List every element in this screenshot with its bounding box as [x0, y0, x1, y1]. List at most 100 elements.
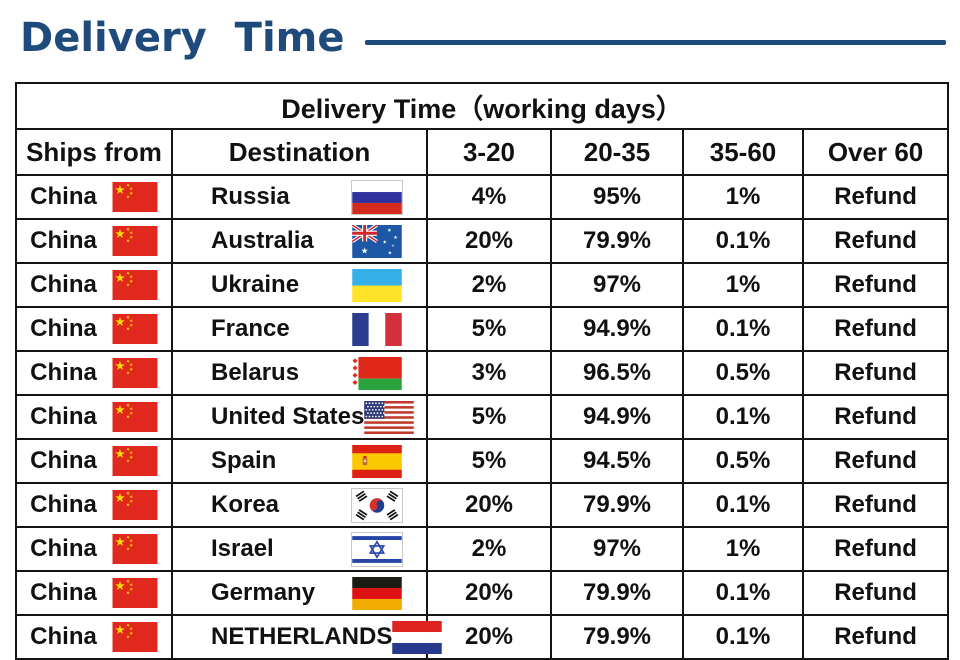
table-row: China United States 5% 94.9% 0.1% Refund: [15, 394, 950, 440]
germany-flag-icon: [352, 576, 402, 610]
table-row: China NETHERLANDS 20% 79.9% 0.1% Refund: [15, 614, 950, 660]
table-row: China France 5% 94.9% 0.1% Refund: [15, 306, 950, 352]
destination-label: Israel: [211, 535, 274, 562]
china-flag-icon: [112, 622, 158, 652]
destination-label: Ukraine: [211, 271, 300, 298]
pct-20-35-value: 79.9%: [550, 218, 684, 264]
pct-20-35-value: 97%: [550, 526, 684, 572]
russia-flag-icon: [351, 179, 403, 215]
china-flag-icon: [112, 314, 158, 344]
destination-label: United States: [211, 403, 365, 430]
china-flag-icon: [112, 534, 158, 564]
pct-20-35-value: 94.5%: [550, 438, 684, 484]
table-row: China Australia 20% 79.9% 0.1% Refund: [15, 218, 950, 264]
united-states-flag-icon: [364, 400, 415, 434]
china-flag-icon: [112, 402, 158, 432]
ships-from-label: China: [30, 359, 97, 386]
china-flag-icon: [112, 446, 158, 476]
table-row: China Russia 4% 95% 1% Refund: [15, 174, 950, 220]
over-60-value: Refund: [801, 482, 950, 528]
pct-35-60-value: 1%: [682, 262, 804, 308]
table-row: China Spain 5% 94.5% 0.5% Refund: [15, 438, 950, 484]
over-60-value: Refund: [801, 262, 950, 308]
china-flag-icon: [112, 358, 158, 388]
pct-35-60-value: 0.1%: [682, 482, 804, 528]
destination-label: Korea: [211, 491, 280, 518]
pct-20-35-value: 79.9%: [550, 570, 684, 616]
china-flag-icon: [112, 226, 158, 256]
pct-20-35-value: 94.9%: [550, 394, 684, 440]
pct-3-20-value: 2%: [426, 262, 552, 308]
ships-from-label: China: [30, 491, 97, 518]
destination-label: Russia: [211, 183, 290, 210]
pct-35-60-value: 0.5%: [682, 438, 804, 484]
pct-35-60-value: 0.1%: [682, 394, 804, 440]
pct-3-20-value: 20%: [426, 218, 552, 264]
pct-35-60-value: 0.1%: [682, 218, 804, 264]
over-60-value: Refund: [801, 174, 950, 220]
over-60-value: Refund: [801, 614, 950, 660]
australia-flag-icon: [352, 224, 402, 258]
belarus-flag-icon: [352, 356, 402, 390]
column-header-destination: Destination: [171, 128, 428, 176]
ships-from-label: China: [30, 227, 97, 254]
table-row: China Israel 2% 97% 1% Refund: [15, 526, 950, 572]
destination-label: Belarus: [211, 359, 300, 386]
page-heading: Delivery Time: [20, 14, 946, 62]
ukraine-flag-icon: [352, 268, 402, 302]
china-flag-icon: [112, 490, 158, 520]
ships-from-label: China: [30, 535, 97, 562]
destination-label: Spain: [211, 447, 277, 474]
table-row: China Korea 20% 79.9% 0.1% Refund: [15, 482, 950, 528]
heading-rule: [364, 39, 946, 45]
pct-3-20-value: 5%: [426, 438, 552, 484]
delivery-time-table: Delivery Time（working days） Ships from D…: [14, 82, 950, 660]
pct-35-60-value: 0.1%: [682, 614, 804, 660]
pct-20-35-value: 97%: [550, 262, 684, 308]
over-60-value: Refund: [801, 394, 950, 440]
pct-35-60-value: 0.1%: [682, 570, 804, 616]
netherlands-flag-icon: [392, 620, 443, 654]
ships-from-label: China: [30, 271, 97, 298]
destination-label: France: [211, 315, 290, 342]
pct-35-60-value: 1%: [682, 174, 804, 220]
spain-flag-icon: [352, 444, 402, 478]
table-title: Delivery Time（working days）: [14, 82, 950, 130]
over-60-value: Refund: [801, 350, 950, 396]
ships-from-label: China: [30, 403, 97, 430]
column-header-20-35: 20-35: [550, 128, 684, 176]
pct-3-20-value: 3%: [426, 350, 552, 396]
pct-3-20-value: 5%: [426, 306, 552, 352]
pct-3-20-value: 20%: [426, 614, 552, 660]
pct-20-35-value: 79.9%: [550, 614, 684, 660]
france-flag-icon: [352, 312, 402, 346]
china-flag-icon: [112, 270, 158, 300]
table-row: China Ukraine 2% 97% 1% Refund: [15, 262, 950, 308]
over-60-value: Refund: [801, 306, 950, 352]
korea-flag-icon: [351, 487, 403, 523]
ships-from-label: China: [30, 623, 97, 650]
pct-20-35-value: 96.5%: [550, 350, 684, 396]
china-flag-icon: [112, 182, 158, 212]
column-header-ships-from: Ships from: [15, 128, 173, 176]
china-flag-icon: [112, 578, 158, 608]
pct-35-60-value: 0.5%: [682, 350, 804, 396]
pct-3-20-value: 2%: [426, 526, 552, 572]
destination-label: NETHERLANDS: [211, 623, 393, 650]
table-header-row: Ships from Destination 3-20 20-35 35-60 …: [15, 128, 950, 176]
over-60-value: Refund: [801, 526, 950, 572]
over-60-value: Refund: [801, 218, 950, 264]
pct-20-35-value: 95%: [550, 174, 684, 220]
table-row: China Belarus 3% 96.5% 0.5% Refund: [15, 350, 950, 396]
pct-3-20-value: 5%: [426, 394, 552, 440]
pct-20-35-value: 79.9%: [550, 482, 684, 528]
column-header-3-20: 3-20: [426, 128, 552, 176]
destination-label: Germany: [211, 579, 316, 606]
pct-35-60-value: 0.1%: [682, 306, 804, 352]
ships-from-label: China: [30, 315, 97, 342]
pct-3-20-value: 4%: [426, 174, 552, 220]
page-title: Delivery Time: [20, 15, 345, 61]
over-60-value: Refund: [801, 570, 950, 616]
israel-flag-icon: [351, 531, 403, 567]
